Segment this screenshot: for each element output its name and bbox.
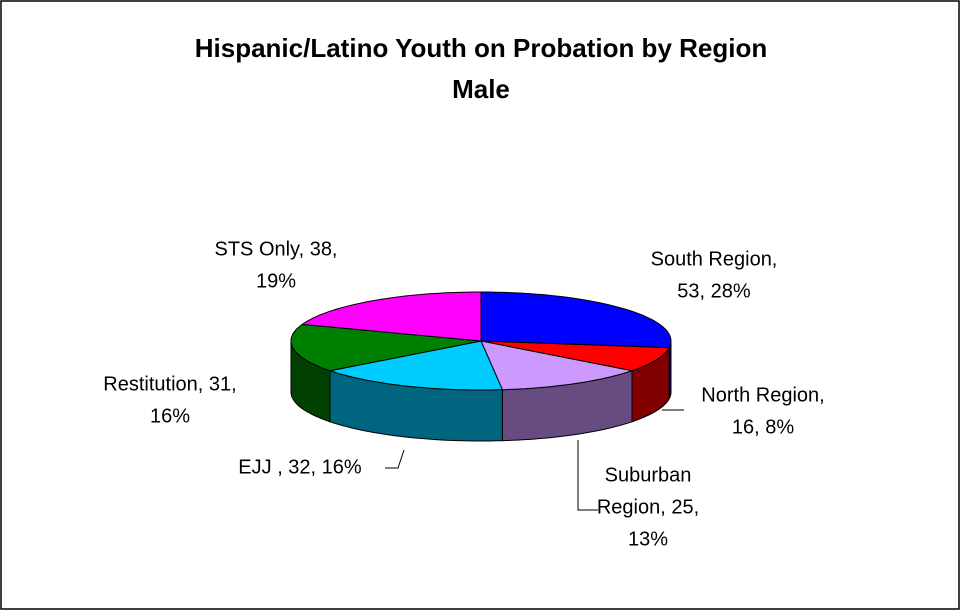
data-label: South Region, bbox=[651, 248, 778, 270]
slice bbox=[300, 291, 482, 342]
slice bbox=[290, 323, 482, 372]
data-label: North Region, bbox=[701, 384, 824, 406]
data-label: 13% bbox=[628, 528, 668, 550]
slice bbox=[329, 340, 504, 391]
data-label: Restitution, 31, bbox=[103, 373, 236, 395]
slice bbox=[480, 340, 633, 391]
data-label: EJJ , 32, 16% bbox=[238, 456, 362, 478]
slice bbox=[480, 291, 672, 349]
data-label: 16, 8% bbox=[732, 416, 794, 438]
data-label: Region, 25, bbox=[597, 496, 699, 518]
leader-line bbox=[385, 449, 405, 469]
leader-line bbox=[577, 440, 598, 511]
chart-subtitle: Male bbox=[452, 74, 510, 104]
chart-title: Hispanic/Latino Youth on Probation by Re… bbox=[195, 33, 767, 63]
slice bbox=[480, 340, 670, 372]
data-label: STS Only, 38, bbox=[214, 238, 337, 260]
data-label: 16% bbox=[150, 405, 190, 427]
data-label: 53, 28% bbox=[677, 280, 751, 302]
data-label: 19% bbox=[256, 270, 296, 292]
data-label: Suburban bbox=[605, 464, 692, 486]
